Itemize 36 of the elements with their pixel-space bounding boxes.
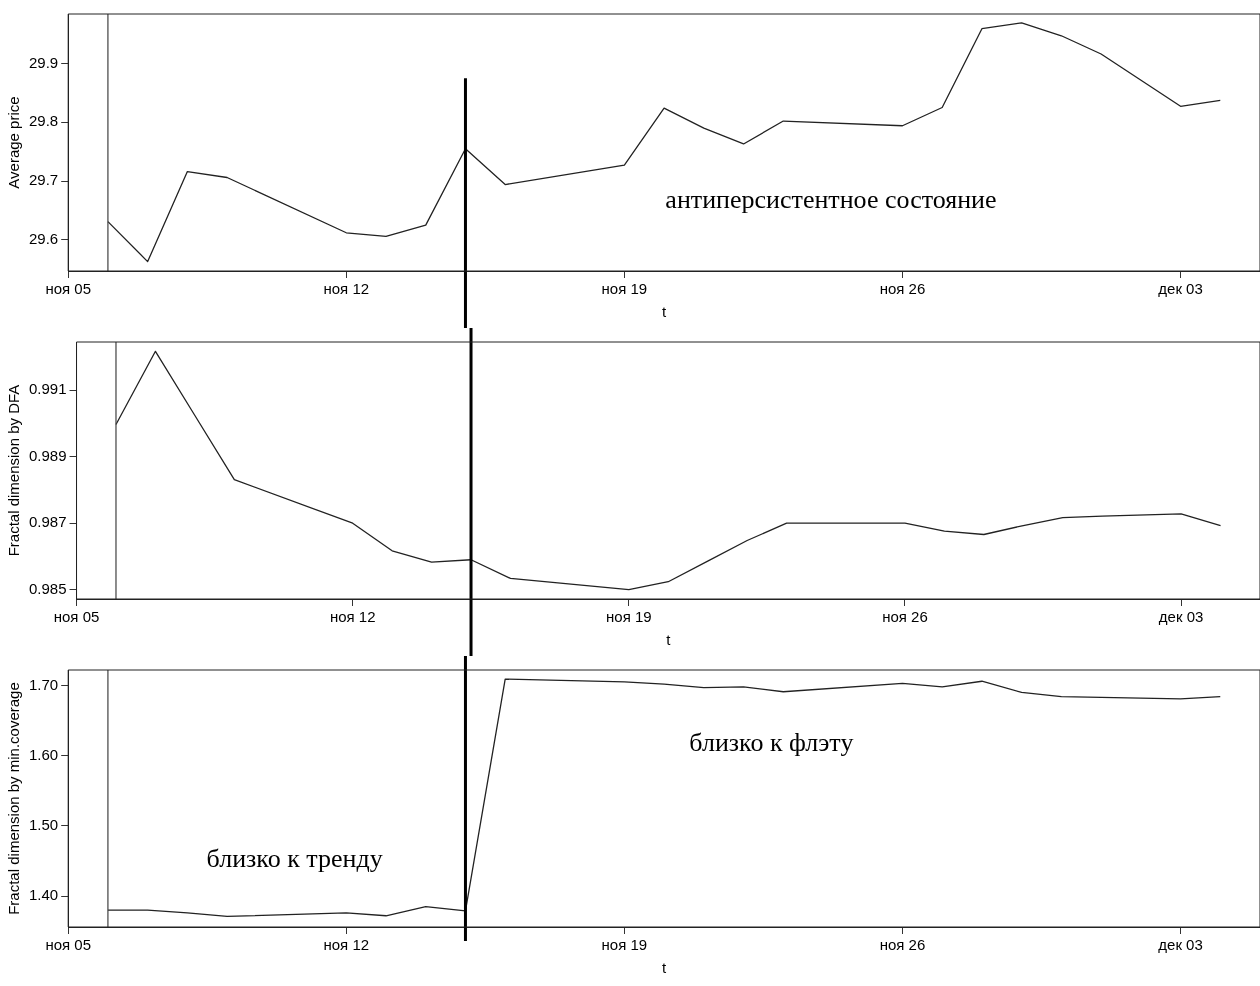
- y-axis-title: Average price: [5, 96, 23, 189]
- annotation: антиперсистентное состояние: [665, 185, 997, 215]
- x-tick-label: ноя 05: [45, 936, 91, 954]
- y-axis-title: Fractal dimension by DFA: [5, 384, 23, 557]
- y-tick-label: 0.985: [28, 579, 67, 597]
- x-tick-label: дек 03: [1158, 280, 1203, 298]
- x-axis-title: t: [666, 631, 672, 649]
- y-tick-label: 0.987: [28, 513, 67, 531]
- x-tick-label: ноя 12: [323, 936, 370, 954]
- y-tick-label: 1.50: [28, 816, 59, 834]
- y-tick-label: 29.9: [28, 53, 59, 71]
- y-tick-label: 29.7: [28, 171, 59, 189]
- x-tick-label: ноя 26: [879, 936, 926, 954]
- x-tick-label: ноя 12: [329, 608, 376, 626]
- y-tick-label: 1.60: [28, 745, 59, 763]
- x-tick-label: ноя 26: [879, 280, 926, 298]
- y-tick-label: 0.991: [28, 380, 67, 398]
- y-tick-label: 1.40: [28, 886, 59, 904]
- y-tick-label: 0.989: [28, 446, 67, 464]
- x-axis-title: t: [662, 303, 668, 321]
- y-tick-label: 1.70: [28, 675, 59, 693]
- x-axis-title: t: [662, 959, 668, 977]
- x-tick-label: дек 03: [1158, 608, 1204, 626]
- y-tick-label: 29.6: [28, 229, 59, 247]
- x-tick-label: ноя 26: [882, 608, 928, 626]
- x-tick-label: дек 03: [1158, 936, 1203, 954]
- x-tick-label: ноя 19: [606, 608, 652, 626]
- x-tick-label: ноя 05: [53, 608, 100, 626]
- y-axis-title: Fractal dimension by min.coverage: [5, 682, 23, 915]
- annotation: близко к тренду: [206, 844, 383, 874]
- annotation: близко к флэту: [689, 728, 854, 758]
- x-tick-label: ноя 12: [323, 280, 370, 298]
- x-tick-label: ноя 05: [45, 280, 91, 298]
- x-tick-label: ноя 19: [601, 936, 648, 954]
- x-tick-label: ноя 19: [601, 280, 648, 298]
- y-tick-label: 29.8: [28, 112, 59, 130]
